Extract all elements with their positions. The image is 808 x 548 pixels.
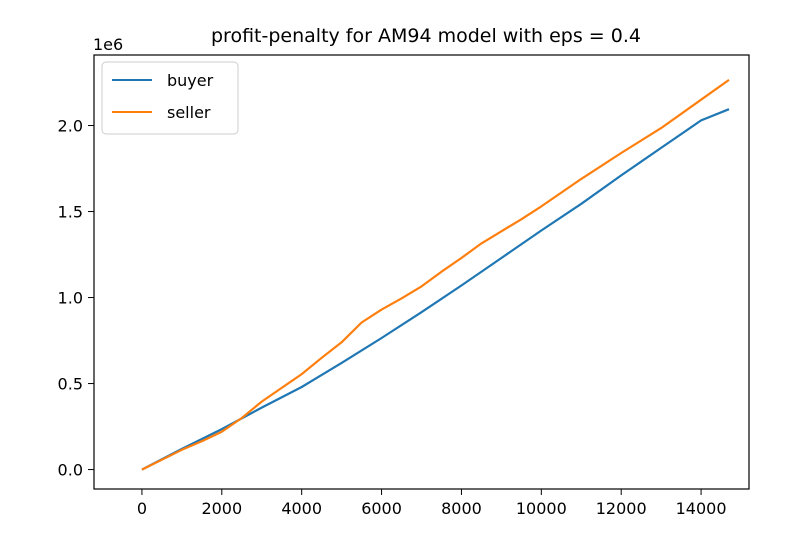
y-tick-label: 0.0 bbox=[58, 461, 83, 480]
chart-title: profit-penalty for AM94 model with eps =… bbox=[211, 25, 641, 47]
x-axis: 0 2000 4000 6000 8000 10000 12000 14000 bbox=[137, 489, 727, 518]
legend: buyer seller bbox=[101, 61, 239, 135]
x-tick-label: 6000 bbox=[361, 499, 402, 518]
x-tick-label: 10000 bbox=[516, 499, 567, 518]
legend-label-buyer: buyer bbox=[167, 71, 214, 90]
y-tick-label: 1.5 bbox=[58, 203, 83, 222]
x-tick-label: 8000 bbox=[441, 499, 482, 518]
y-axis: 0.0 0.5 1.0 1.5 2.0 bbox=[58, 117, 94, 480]
series-layer bbox=[141, 79, 730, 471]
x-tick-label: 0 bbox=[137, 499, 147, 518]
y-tick-label: 2.0 bbox=[58, 117, 83, 136]
y-tick-label: 0.5 bbox=[58, 375, 83, 394]
x-tick-label: 4000 bbox=[281, 499, 322, 518]
series-line-seller bbox=[141, 79, 730, 471]
series-line-buyer bbox=[141, 108, 730, 471]
y-tick-label: 1.0 bbox=[58, 289, 83, 308]
x-tick-label: 2000 bbox=[201, 499, 242, 518]
x-tick-label: 12000 bbox=[596, 499, 647, 518]
legend-label-seller: seller bbox=[167, 103, 211, 122]
x-tick-label: 14000 bbox=[676, 499, 727, 518]
y-offset-label: 1e6 bbox=[93, 35, 123, 54]
plot-area-frame bbox=[93, 54, 750, 490]
